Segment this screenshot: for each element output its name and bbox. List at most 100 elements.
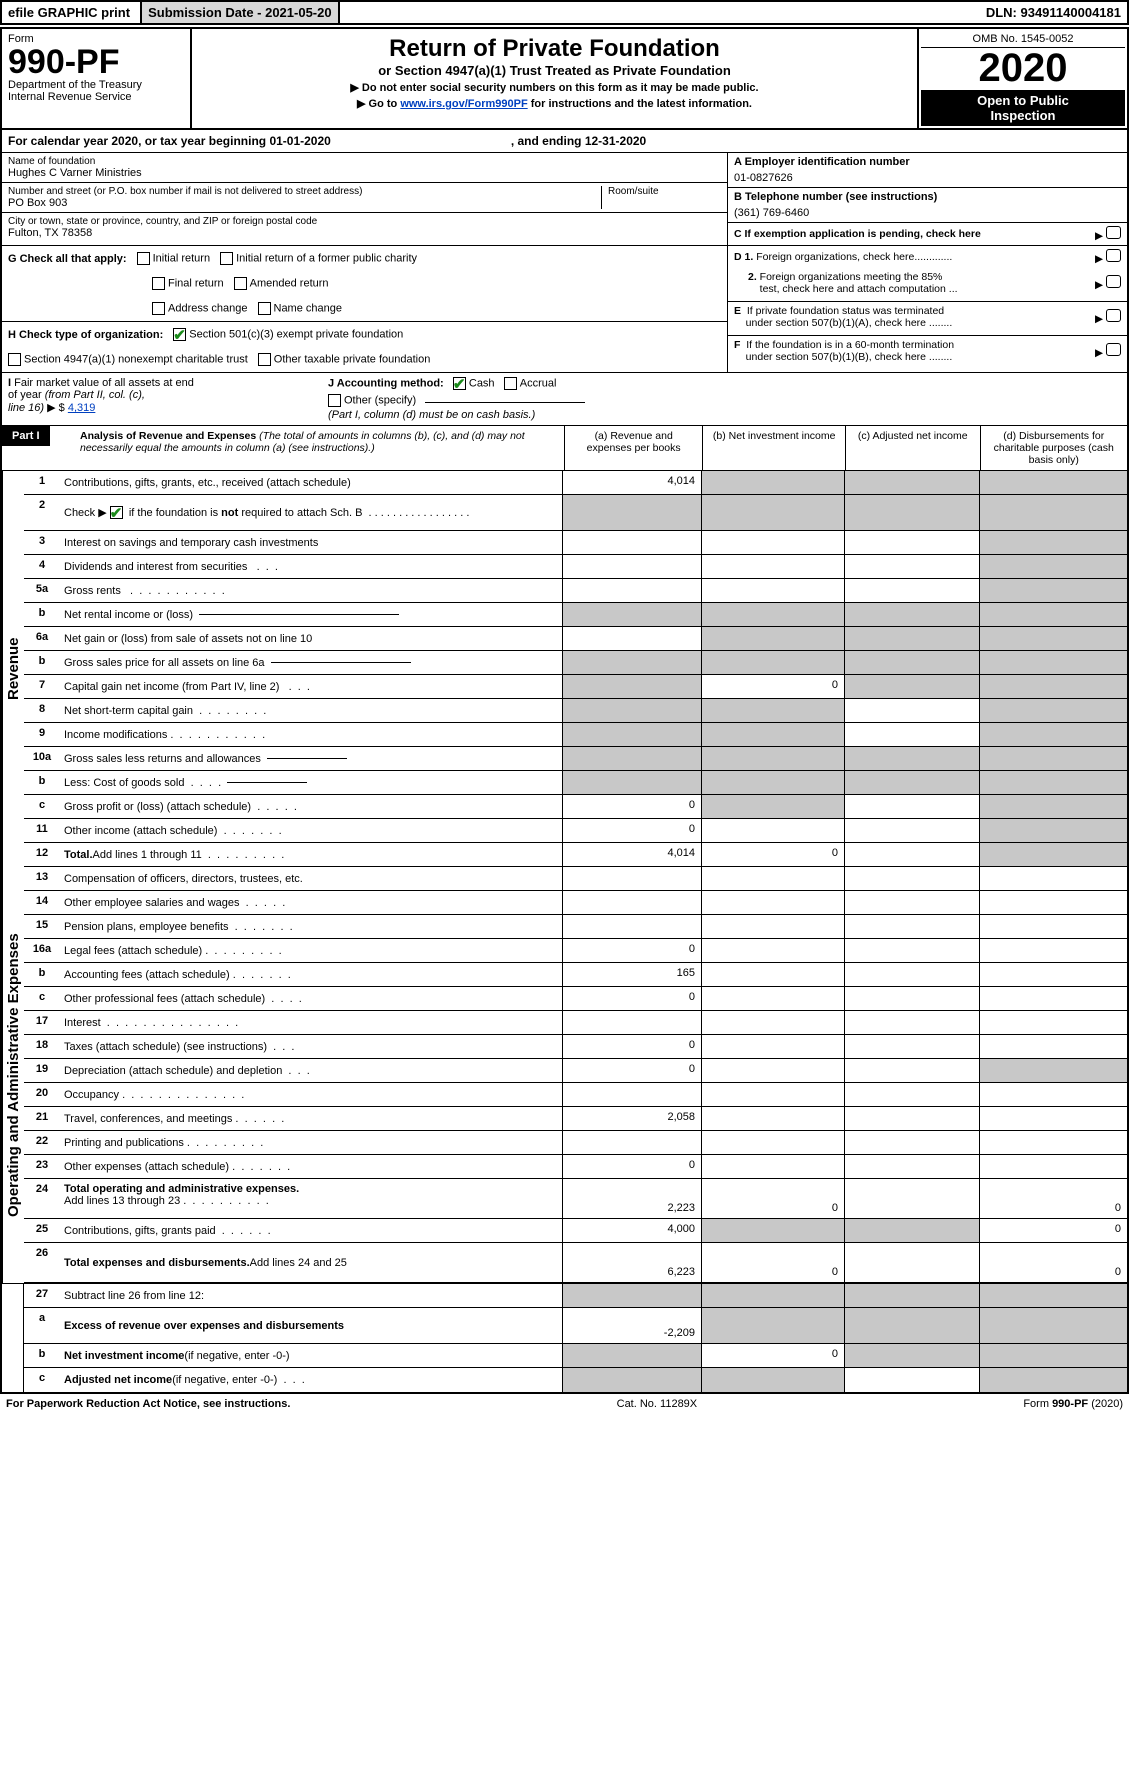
section-c-row: C If exemption application is pending, c… bbox=[728, 223, 1127, 245]
g-row2: Final return Amended return bbox=[2, 271, 727, 296]
room-label: Room/suite bbox=[608, 186, 721, 197]
chk-name-change[interactable] bbox=[258, 302, 271, 315]
footer-left: For Paperwork Reduction Act Notice, see … bbox=[6, 1398, 290, 1410]
line-17: 17 Interest . . . . . . . . . . . . . . … bbox=[24, 1011, 1127, 1035]
submission-date-box: Submission Date - 2021-05-20 bbox=[140, 2, 340, 23]
d2-checkbox[interactable] bbox=[1106, 275, 1121, 288]
d1-checkbox[interactable] bbox=[1106, 249, 1121, 262]
line-20: 20 Occupancy . . . . . . . . . . . . . . bbox=[24, 1083, 1127, 1107]
col-d-head: (d) Disbursements for charitable purpose… bbox=[980, 426, 1128, 470]
header-right: OMB No. 1545-0052 2020 Open to Public In… bbox=[917, 29, 1127, 128]
line-13: 13 Compensation of officers, directors, … bbox=[24, 867, 1127, 891]
g-row3: Address change Name change bbox=[2, 296, 727, 322]
entity-left: Name of foundation Hughes C Varner Minis… bbox=[2, 153, 727, 245]
phone-value: (361) 769-6460 bbox=[734, 203, 1121, 219]
chk-501c3[interactable] bbox=[173, 328, 186, 341]
address-cell: Number and street (or P.O. box number if… bbox=[2, 183, 727, 213]
chk-4947a1[interactable] bbox=[8, 353, 21, 366]
chk-other-taxable[interactable] bbox=[258, 353, 271, 366]
ein-cell: A Employer identification number 01-0827… bbox=[728, 153, 1127, 188]
revenue-side-label: Revenue bbox=[2, 471, 24, 867]
chk-addr-change[interactable] bbox=[152, 302, 165, 315]
tax-year: 2020 bbox=[921, 48, 1125, 88]
col-c-head: (c) Adjusted net income bbox=[845, 426, 980, 470]
dept-line1: Department of the Treasury bbox=[8, 79, 184, 91]
top-bar: efile GRAPHIC print Submission Date - 20… bbox=[0, 0, 1129, 25]
line-10c: c Gross profit or (loss) (attach schedul… bbox=[24, 795, 1127, 819]
line-8: 8 Net short-term capital gain . . . . . … bbox=[24, 699, 1127, 723]
form-number: 990-PF bbox=[8, 45, 184, 79]
chk-sch-b[interactable] bbox=[110, 506, 123, 519]
line-27a: a Excess of revenue over expenses and di… bbox=[24, 1308, 1127, 1344]
line-15: 15 Pension plans, employee benefits . . … bbox=[24, 915, 1127, 939]
line-7: 7 Capital gain net income (from Part IV,… bbox=[24, 675, 1127, 699]
chk-accrual[interactable] bbox=[504, 377, 517, 390]
line-21: 21 Travel, conferences, and meetings . .… bbox=[24, 1107, 1127, 1131]
header-left: Form 990-PF Department of the Treasury I… bbox=[2, 29, 192, 128]
line-14: 14 Other employee salaries and wages . .… bbox=[24, 891, 1127, 915]
other-method-input[interactable] bbox=[425, 402, 585, 403]
footer-mid: Cat. No. 11289X bbox=[617, 1398, 698, 1410]
open-to-public: Open to Public Inspection bbox=[921, 90, 1125, 126]
form-note1: ▶ Do not enter social security numbers o… bbox=[202, 81, 907, 94]
foundation-name-cell: Name of foundation Hughes C Varner Minis… bbox=[2, 153, 727, 183]
section-g-wrap: G Check all that apply: Initial return I… bbox=[2, 246, 1127, 373]
ein-value: 01-0827626 bbox=[734, 168, 1121, 184]
h-row1: H Check type of organization: Section 50… bbox=[2, 322, 727, 347]
e-checkbox[interactable] bbox=[1106, 309, 1121, 322]
h-row2: Section 4947(a)(1) nonexempt charitable … bbox=[2, 347, 727, 372]
line-10b: b Less: Cost of goods sold . . . . bbox=[24, 771, 1127, 795]
col-a-head: (a) Revenue and expenses per books bbox=[564, 426, 703, 470]
line-16a: 16a Legal fees (attach schedule) . . . .… bbox=[24, 939, 1127, 963]
line-23: 23 Other expenses (attach schedule) . . … bbox=[24, 1155, 1127, 1179]
f-checkbox[interactable] bbox=[1106, 343, 1121, 356]
footer-right: Form 990-PF (2020) bbox=[1023, 1398, 1123, 1410]
col-b-head: (b) Net investment income bbox=[702, 426, 845, 470]
irs-link[interactable]: www.irs.gov/Form990PF bbox=[400, 98, 527, 110]
entity-block: Name of foundation Hughes C Varner Minis… bbox=[2, 153, 1127, 246]
form-header: Form 990-PF Department of the Treasury I… bbox=[2, 29, 1127, 130]
chk-final-return[interactable] bbox=[152, 277, 165, 290]
line-27c: c Adjusted net income (if negative, ente… bbox=[24, 1368, 1127, 1392]
dln-label: DLN: 93491140004181 bbox=[980, 2, 1127, 23]
form-note2: ▶ Go to www.irs.gov/Form990PF for instru… bbox=[202, 97, 907, 110]
phone-cell: B Telephone number (see instructions) (3… bbox=[728, 188, 1127, 223]
chk-cash[interactable] bbox=[453, 377, 466, 390]
line-16c: c Other professional fees (attach schedu… bbox=[24, 987, 1127, 1011]
form-990pf: Form 990-PF Department of the Treasury I… bbox=[0, 27, 1129, 1394]
line-26: 26 Total expenses and disbursements. Add… bbox=[24, 1243, 1127, 1283]
chk-amended[interactable] bbox=[234, 277, 247, 290]
line27-block: 27 Subtract line 26 from line 12: a Exce… bbox=[2, 1283, 1127, 1392]
foundation-name: Hughes C Varner Ministries bbox=[8, 167, 721, 179]
part1-title: Analysis of Revenue and Expenses (The to… bbox=[72, 426, 564, 470]
dept-line2: Internal Revenue Service bbox=[8, 91, 184, 103]
chk-initial-former[interactable] bbox=[220, 252, 233, 265]
line-24: 24 Total operating and administrative ex… bbox=[24, 1179, 1127, 1219]
city-cell: City or town, state or province, country… bbox=[2, 213, 727, 242]
line-1: 1 Contributions, gifts, grants, etc., re… bbox=[24, 471, 1127, 495]
line-4: 4 Dividends and interest from securities… bbox=[24, 555, 1127, 579]
part1-label: Part I bbox=[2, 426, 50, 446]
line-18: 18 Taxes (attach schedule) (see instruct… bbox=[24, 1035, 1127, 1059]
city-state-zip: Fulton, TX 78358 bbox=[8, 227, 721, 239]
form-title: Return of Private Foundation bbox=[202, 35, 907, 63]
line-27: 27 Subtract line 26 from line 12: bbox=[24, 1284, 1127, 1308]
g-row1: G Check all that apply: Initial return I… bbox=[2, 246, 727, 271]
section-ij: I Fair market value of all assets at end… bbox=[2, 373, 1127, 426]
j-note: (Part I, column (d) must be on cash basi… bbox=[328, 409, 1121, 421]
line-19: 19 Depreciation (attach schedule) and de… bbox=[24, 1059, 1127, 1083]
page-footer: For Paperwork Reduction Act Notice, see … bbox=[0, 1394, 1129, 1414]
line-10a: 10a Gross sales less returns and allowan… bbox=[24, 747, 1127, 771]
line-6b: b Gross sales price for all assets on li… bbox=[24, 651, 1127, 675]
revenue-block: Revenue 1 Contributions, gifts, grants, … bbox=[2, 471, 1127, 867]
section-d-right: D 1. D 1. Foreign organizations, check h… bbox=[727, 246, 1127, 372]
chk-initial-return[interactable] bbox=[137, 252, 150, 265]
line-6a: 6a Net gain or (loss) from sale of asset… bbox=[24, 627, 1127, 651]
line-12: 12 Total. Add lines 1 through 11 . . . .… bbox=[24, 843, 1127, 867]
c-checkbox[interactable] bbox=[1106, 226, 1121, 239]
chk-other-method[interactable] bbox=[328, 394, 341, 407]
expenses-side-label: Operating and Administrative Expenses bbox=[2, 867, 24, 1283]
part1-header-row: Part I Analysis of Revenue and Expenses … bbox=[2, 426, 1127, 471]
line-3: 3 Interest on savings and temporary cash… bbox=[24, 531, 1127, 555]
expenses-block: Operating and Administrative Expenses 13… bbox=[2, 867, 1127, 1283]
